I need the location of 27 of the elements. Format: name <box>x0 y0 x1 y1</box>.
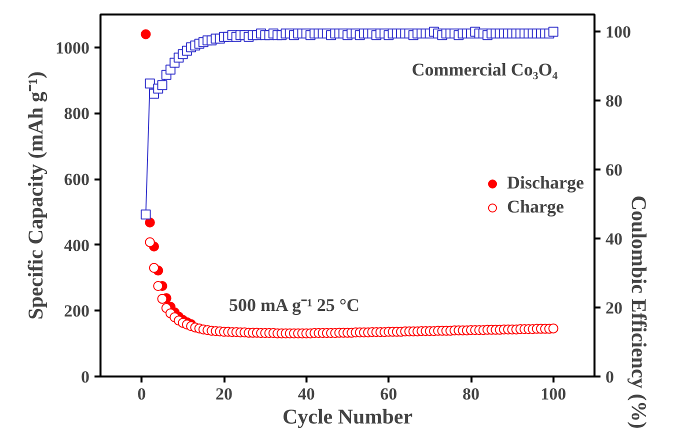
y-axis-title: Specific Capacity (mAh g⁻¹) <box>24 71 48 320</box>
y-tick-label: 400 <box>64 236 90 255</box>
y-tick-label: 600 <box>64 170 90 190</box>
y2-tick-label: 40 <box>606 230 622 249</box>
legend-label: Discharge <box>507 172 584 194</box>
annotation: Commercial Co₃O₄ <box>412 60 558 80</box>
y2-tick-label: 60 <box>606 160 622 180</box>
y-tick-label: 800 <box>64 104 90 124</box>
y2-tick-label: 100 <box>606 22 631 42</box>
x-tick-label: 0 <box>137 384 146 404</box>
x-tick-label: 60 <box>380 384 398 404</box>
y2-tick-label: 80 <box>606 92 622 111</box>
x-tick-label: 20 <box>216 384 232 404</box>
x-axis-title: Cycle Number <box>282 404 413 428</box>
y-tick-label: 0 <box>81 368 90 386</box>
x-tick-label: 100 <box>540 384 566 404</box>
point <box>140 29 151 40</box>
legend-label: Charge <box>507 196 564 218</box>
x-tick-label: 80 <box>462 384 480 404</box>
y2-tick-label: 20 <box>606 298 622 318</box>
y2-axis-title: Coulombic Efficiency (%) <box>627 196 651 429</box>
point <box>144 217 155 228</box>
annotation: 500 mA g⁻¹ 25 °C <box>228 294 360 315</box>
x-tick-label: 40 <box>298 384 315 404</box>
y-tick-label: 200 <box>64 302 90 321</box>
y2-tick-label: 0 <box>606 368 614 386</box>
y-tick-label: 1000 <box>56 38 90 58</box>
